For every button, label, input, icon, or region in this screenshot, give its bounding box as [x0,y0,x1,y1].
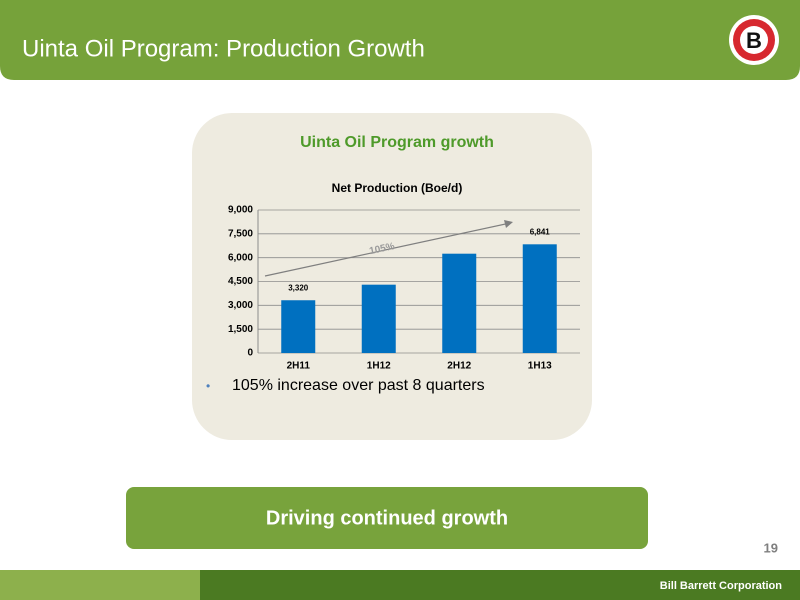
value-label: 6,841 [530,227,551,236]
page-number: 19 [764,540,778,555]
bullet-text: 105% increase over past 8 quarters [232,377,485,394]
x-tick-label: 2H11 [287,361,311,372]
y-tick-label: 0 [247,348,253,359]
bar [442,253,477,353]
x-tick-label: 2H12 [447,361,471,372]
chart-panel [192,113,592,440]
panel-heading: Uinta Oil Program growth [300,134,494,151]
value-label: 3,320 [288,283,309,292]
logo-letter: B [746,28,762,53]
header-bar [0,0,800,80]
bar [361,284,396,353]
arrow-head [504,220,513,228]
footer-text: Bill Barrett Corporation [660,580,783,592]
annotation: 105% [368,241,395,257]
slide-title: Uinta Oil Program: Production Growth [22,35,425,62]
y-tick-label: 7,500 [228,228,253,239]
x-tick-label: 1H12 [367,361,391,372]
chart-title: Net Production (Boe/d) [332,181,463,195]
footer-right [200,570,800,600]
banner-text: Driving continued growth [266,507,508,529]
y-tick-label: 3,000 [228,300,253,311]
y-tick-label: 4,500 [228,276,253,287]
x-tick-label: 1H13 [528,361,552,372]
plot: 0 1,500 3,000 4,500 6,000 7,500 9,000 2H11 3,320… [228,205,580,372]
bar [522,244,557,353]
y-tick-label: 1,500 [228,324,253,335]
y-tick-label: 9,000 [228,205,253,216]
bar [281,300,316,353]
banner [126,487,648,549]
bullet-dot: • [206,379,210,393]
footer-left [0,570,200,600]
logo-core [740,26,768,54]
y-tick-label: 6,000 [228,252,253,263]
trend-arrow [264,222,511,277]
